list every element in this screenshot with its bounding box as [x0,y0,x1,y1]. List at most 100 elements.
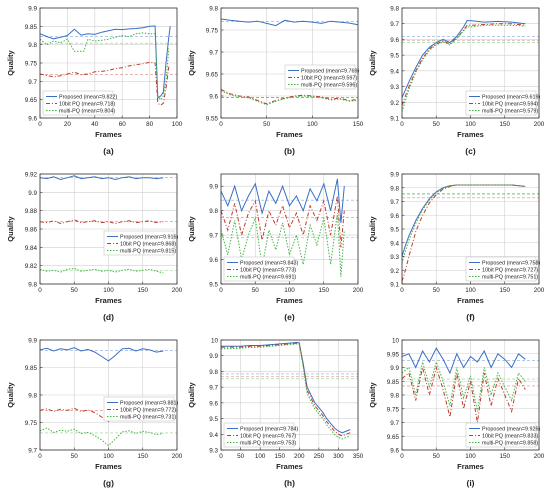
x-tick-label: 0 [219,453,223,460]
y-tick-label: 10 [392,338,400,345]
legend-label-multi: multi-PQ (mean=9.753) [240,441,296,447]
x-tick-label: 150 [137,453,148,460]
legend: Proposed (mean=9.758)10bit PQ (mean=9.72… [465,256,540,282]
legend-label-proposed: Proposed (mean=9.619) [482,95,540,101]
series-line-proposed [40,175,164,181]
legend: Proposed (mean=9.916)10bit PQ (mean=9.86… [103,230,178,256]
panel-caption: (e) [284,312,295,322]
legend: Proposed (mean=9.926)10bit PQ (mean=9.83… [465,422,540,448]
panel-caption: (d) [103,312,114,322]
legend-label-proposed: Proposed (mean=9.822) [59,95,117,101]
y-tick-label: 9.86 [25,227,38,234]
x-tick-label: 150 [274,453,285,460]
legend: Proposed (mean=9.881)10bit PQ (mean=9.77… [103,396,178,422]
y-tick-label: 9.8 [28,42,37,49]
x-tick-label: 50 [237,453,245,460]
y-axis-label: Quality [368,381,377,407]
panel-caption: (b) [284,146,295,156]
legend-label-multi: multi-PQ (mean=9.804) [59,109,115,115]
panel-caption: (h) [284,478,295,488]
x-tick-label: 60 [119,121,127,128]
y-tick-label: 9.8 [390,6,399,13]
y-tick-label: 9.7 [209,385,218,392]
y-tick-label: 9.8 [28,393,37,400]
legend-box [103,230,175,256]
y-tick-label: 9.6 [28,116,37,123]
legend-label-proposed: Proposed (mean=9.916) [120,235,178,241]
series-line-proposed [221,178,345,223]
x-tick-label: 150 [499,121,510,128]
x-tick-label: 0 [400,121,404,128]
y-tick-label: 9.65 [206,72,219,79]
x-tick-label: 200 [534,453,545,460]
legend-box [284,64,356,90]
legend-label-proposed: Proposed (mean=9.784) [240,427,298,433]
x-tick-label: 200 [172,453,183,460]
legend-label-tenbit: 10bit PQ (mean=9.767) [240,434,296,440]
plot-frame [220,339,359,451]
x-tick-label: 50 [252,287,260,294]
y-axis-label: Quality [6,381,15,407]
y-tick-label: 9.7 [390,420,399,427]
x-tick-label: 300 [333,453,344,460]
series-line-multi [221,90,358,106]
legend-label-tenbit: 10bit PQ (mean=9.772) [120,408,176,414]
x-tick-label: 20 [64,121,72,128]
x-tick-label: 50 [433,121,441,128]
y-tick-label: 9.9 [28,338,37,345]
y-tick-label: 9.1 [390,282,399,289]
x-tick-label: 50 [263,121,271,128]
x-axis-label: Frames [276,462,303,471]
y-tick-label: 9.65 [387,434,400,441]
x-tick-label: 250 [314,453,325,460]
series-line-tenbit [40,61,170,106]
y-tick-label: 9.7 [390,21,399,28]
series-line-multi [402,360,526,412]
x-axis-label: Frames [457,462,484,471]
legend: Proposed (mean=9.784)10bit PQ (mean=9.76… [223,422,298,448]
y-tick-label: 9.8 [209,369,218,376]
panel-e: 9.5 9.6 9.7 9.8 9.9 0 50 100 150 200 Frames Quality… [187,173,364,322]
y-tick-label: 9.8 [28,282,37,289]
y-tick-label: 9.4 [209,432,218,439]
x-tick-label: 150 [499,287,510,294]
y-tick-label: 9.55 [206,116,219,123]
x-tick-label: 40 [91,121,99,128]
legend-label-multi: multi-PQ (mean=9.596) [301,83,357,89]
x-axis-label: Frames [95,130,122,139]
legend-label-proposed: Proposed (mean=9.881) [120,401,178,407]
y-tick-label: 9.6 [390,37,399,44]
y-tick-label: 9.4 [390,68,399,75]
y-tick-label: 9.82 [25,263,38,270]
series-line-multi [402,184,526,264]
legend-label-multi: multi-PQ (mean=9.751) [482,275,538,281]
legend-label-tenbit: 10bit PQ (mean=9.868) [120,242,176,248]
y-tick-label: 9.6 [209,400,218,407]
x-tick-label: 200 [172,287,183,294]
legend-box [223,256,295,282]
series-line-proposed [402,20,526,98]
y-axis-label: Quality [6,215,15,241]
y-tick-label: 9.7 [28,79,37,86]
legend-label-tenbit: 10bit PQ (mean=9.718) [59,102,115,108]
plot-frame [220,7,359,119]
y-tick-label: 9.3 [390,84,399,91]
y-tick-label: 9.8 [390,393,399,400]
y-tick-label: 9.5 [209,416,218,423]
y-axis-label: Quality [187,381,196,407]
y-tick-label: 9.9 [390,365,399,372]
legend-label-proposed: Proposed (mean=9.758) [482,261,540,267]
legend: Proposed (mean=9.769)10bit PQ (mean=9.59… [284,64,359,90]
legend-box [465,256,537,282]
y-tick-label: 9.8 [209,208,218,215]
x-axis-label: Frames [276,130,303,139]
y-tick-label: 10 [211,338,219,345]
x-tick-label: 0 [38,121,42,128]
series-line-tenbit [402,365,526,423]
x-tick-label: 150 [353,121,364,128]
y-tick-label: 9.7 [28,448,37,455]
x-tick-label: 100 [103,287,114,294]
series-line-proposed [221,18,358,27]
panel-caption: (a) [103,146,114,156]
y-tick-label: 9.85 [25,24,38,31]
